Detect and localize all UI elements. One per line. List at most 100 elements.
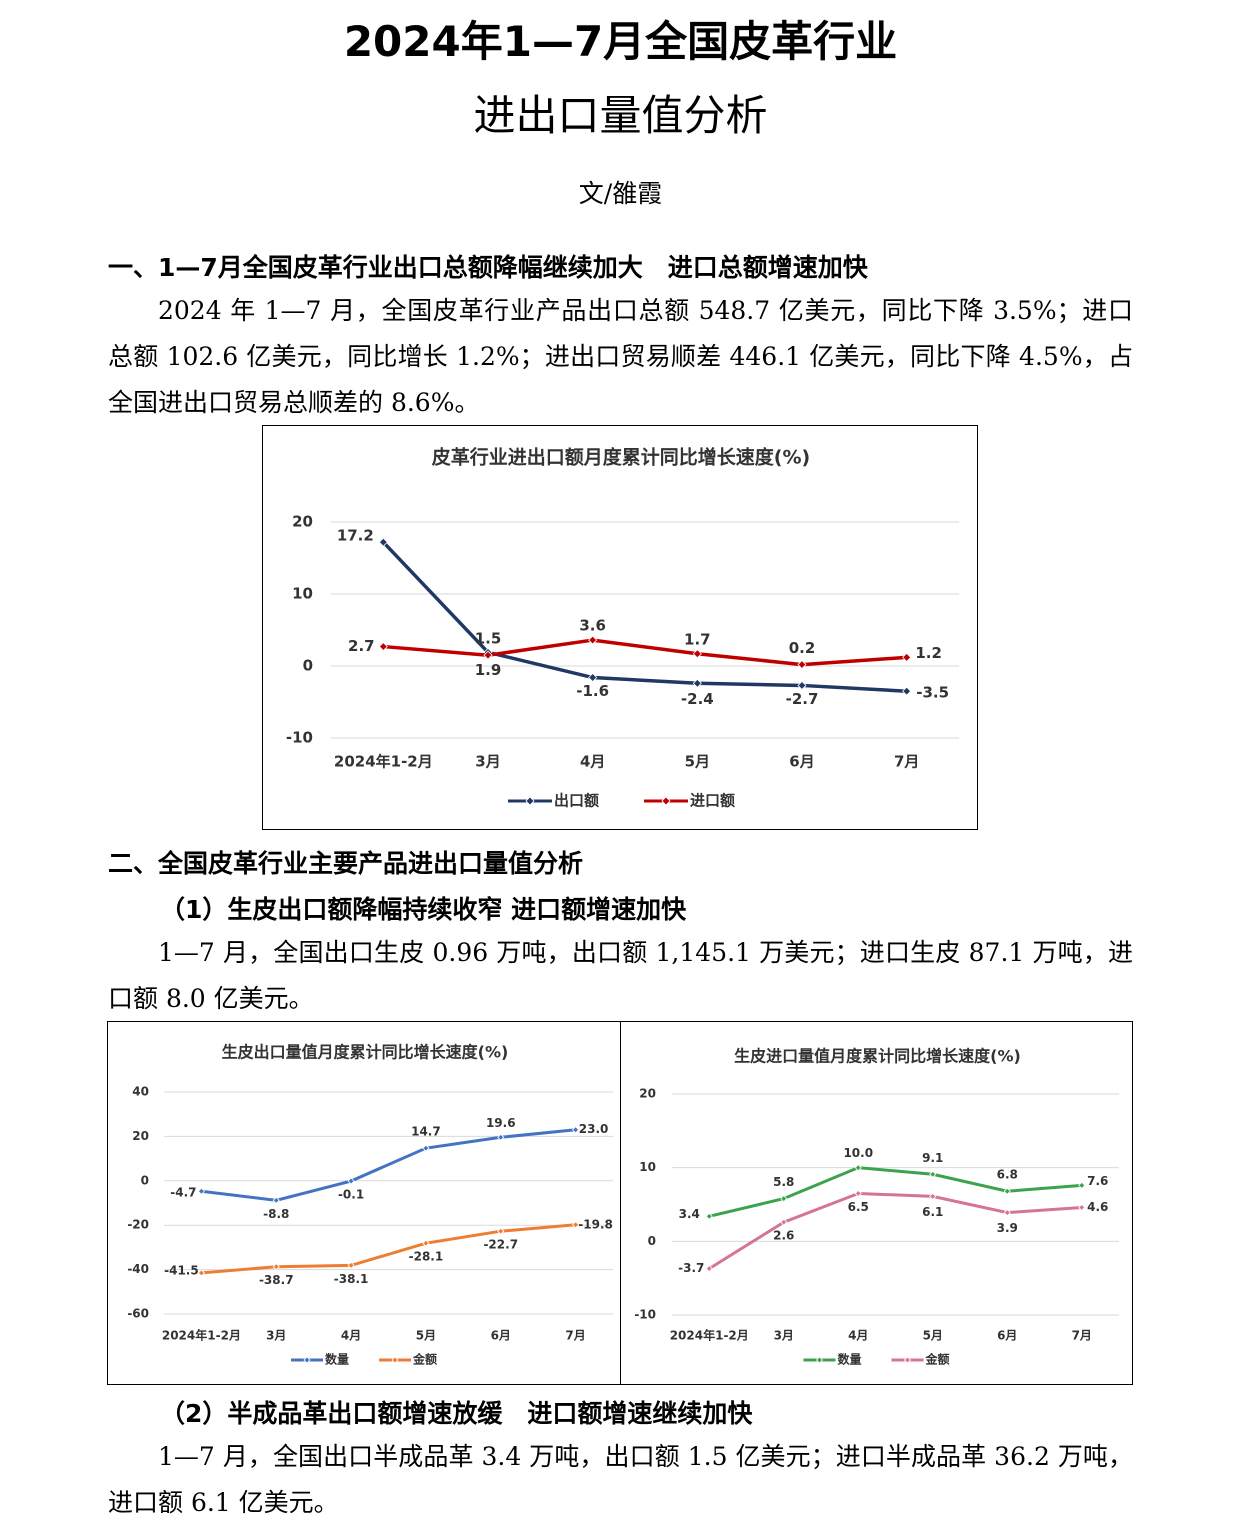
data-label: 10.0 [843,1146,873,1160]
marker [272,1196,280,1204]
data-label: -3.7 [678,1261,704,1275]
y-tick-label: -10 [634,1308,656,1322]
data-label: 7.6 [1087,1174,1108,1188]
data-label: 23.0 [579,1122,609,1136]
data-label: -2.4 [681,690,714,708]
data-label: 0.2 [789,639,816,657]
sub-heading: （2）半成品革出口额增速放缓 进口额增速继续加快 [160,1399,753,1428]
line [201,1223,576,1275]
marker [1078,1181,1086,1189]
legend-label: 金额 [412,1352,437,1367]
y-tick-label: 10 [292,585,313,603]
data-label: -0.1 [338,1188,364,1202]
data-label: -1.6 [576,682,609,700]
data-label: 3.4 [679,1207,700,1221]
marker [422,1239,430,1247]
marker [347,1177,355,1185]
x-tick-label: 2024年1-2月 [162,1328,241,1343]
legend-label: 出口额 [554,792,599,810]
data-label: 2.7 [348,637,375,655]
data-label: 17.2 [337,527,374,545]
marker [902,652,912,662]
line [383,638,907,667]
y-tick-label: -20 [127,1218,149,1232]
marker [572,1126,580,1134]
x-tick-label: 4月 [580,753,605,771]
data-label: 5.8 [773,1175,794,1189]
x-tick-label: 6月 [997,1329,1017,1343]
y-tick-label: 0 [648,1234,656,1248]
x-tick-label: 4月 [848,1329,868,1343]
paragraph: 2024 年 1—7 月，全国皮革行业产品出口总额 548.7 亿美元，同比下降… [108,296,1133,417]
marker [572,1221,580,1229]
marker [692,678,702,688]
data-label: -28.1 [409,1250,444,1264]
data-label: -4.7 [170,1186,196,1200]
marker [497,1227,505,1235]
chart-title: 皮革行业进出口额月度累计同比增长速度(%) [432,446,810,469]
marker [588,672,598,683]
y-tick-label: 0 [141,1173,149,1187]
data-label: -38.1 [334,1272,369,1286]
data-label: 14.7 [411,1125,441,1139]
x-tick-label: 5月 [923,1329,943,1343]
marker [797,659,807,670]
data-label: 1.9 [475,661,502,679]
chart: 生皮出口量值月度累计同比增长速度(%) -60 -40 -20 0 20 40 2024年1-… [107,1021,621,1385]
marker [197,1187,205,1195]
legend-label: 进口额 [690,792,735,810]
y-tick-label: 20 [292,513,313,531]
data-label: 6.8 [997,1168,1018,1182]
data-label: 3.9 [997,1221,1018,1235]
data-label: -41.5 [164,1263,199,1277]
line [708,1191,1082,1270]
author: 文/雒霞 [578,179,663,208]
y-tick-label: 0 [303,657,313,675]
legend-marker [661,796,671,806]
legend-label: 数量 [325,1352,349,1367]
x-tick-label: 7月 [565,1329,585,1343]
legend-marker [391,1356,399,1364]
marker [780,1195,788,1203]
chart: 生皮进口量值月度累计同比增长速度(%) -10 0 10 20 2024年1-2月 3月 4月… [620,1021,1133,1385]
marker [902,686,912,696]
marker [497,1133,505,1141]
x-tick-label: 6月 [789,753,814,771]
marker [705,1212,713,1220]
data-label: -2.7 [786,690,819,708]
marker [854,1189,862,1198]
marker [929,1170,937,1178]
data-label: -22.7 [483,1238,518,1252]
y-tick-label: 10 [639,1160,656,1174]
marker [483,650,493,660]
marker [854,1164,862,1172]
marker [197,1269,205,1277]
marker [780,1218,788,1226]
line [201,1128,576,1202]
x-tick-label: 4月 [341,1329,361,1343]
marker [705,1265,713,1273]
data-label: 1.7 [684,630,711,648]
y-tick-label: 20 [639,1087,656,1101]
x-tick-label: 3月 [774,1329,794,1343]
x-tick-label: 5月 [685,753,710,771]
data-label: 4.6 [1087,1200,1108,1214]
y-tick-label: -10 [286,729,313,747]
legend-marker [815,1356,824,1364]
legend-marker [525,796,535,806]
marker [378,641,388,652]
data-label: 19.6 [486,1116,516,1130]
marker [1078,1203,1086,1212]
data-label: -3.5 [916,684,949,702]
x-tick-label: 2024年1-2月 [670,1328,749,1343]
data-label: -8.8 [263,1207,289,1221]
marker [272,1263,280,1271]
marker [797,680,807,691]
x-tick-label: 5月 [416,1329,436,1343]
line [382,540,907,693]
x-tick-label: 3月 [475,753,500,771]
legend-label: 数量 [838,1352,862,1367]
data-label: 3.6 [579,617,606,635]
data-label: 6.1 [922,1205,943,1219]
